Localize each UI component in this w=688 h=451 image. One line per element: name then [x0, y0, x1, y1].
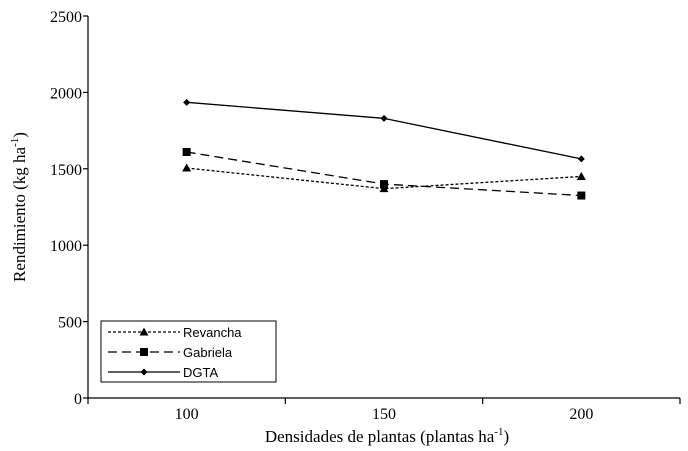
y-tick-label: 2000 [50, 85, 82, 102]
legend-entry-gabriela: Gabriela [108, 345, 233, 360]
series-gabriela [182, 147, 586, 200]
data-point-gabriela [380, 180, 388, 189]
series-dgta [183, 98, 585, 163]
data-point-dgta [183, 98, 191, 106]
legend-entry-revancha: Revancha [108, 325, 242, 340]
data-point-revancha [379, 184, 389, 193]
series-group [182, 98, 586, 200]
legend-marker-dgta [140, 368, 148, 376]
series-revancha [182, 163, 586, 193]
x-ticks: 100 150 200 [87, 398, 681, 423]
series-line-revancha [186, 167, 582, 190]
data-point-gabriela [182, 147, 191, 156]
y-tick-label: 1000 [50, 238, 82, 255]
legend-label-revancha: Revancha [183, 325, 242, 340]
data-point-dgta [577, 155, 585, 163]
legend: Revancha Gabriela DGTA [100, 320, 277, 383]
data-point-revancha [576, 171, 586, 180]
legend-marker-revancha [139, 327, 149, 336]
y-tick-label: 0 [74, 391, 82, 408]
legend-label-gabriela: Gabriela [183, 345, 233, 360]
x-tick-label: 150 [372, 406, 396, 423]
x-tick-label: 200 [569, 406, 593, 423]
axes [87, 16, 680, 399]
x-tick-label: 100 [175, 406, 199, 423]
series-line-dgta [186, 101, 582, 160]
y-tick-label: 2500 [50, 9, 82, 26]
y-axis-title: Rendimiento (kg ha-1) [9, 132, 29, 282]
y-ticks: 0 500 1000 1500 2000 2500 [50, 9, 88, 408]
y-tick-label: 500 [58, 315, 82, 332]
legend-entry-dgta: DGTA [108, 365, 218, 380]
legend-label-dgta: DGTA [183, 365, 218, 380]
data-point-dgta [380, 114, 388, 122]
legend-marker-gabriela [140, 348, 148, 356]
x-axis-title: Densidades de plantas (plantas ha-1) [265, 426, 509, 446]
y-tick-label: 1500 [50, 162, 82, 179]
data-point-revancha [182, 163, 192, 172]
data-point-gabriela [577, 191, 586, 200]
